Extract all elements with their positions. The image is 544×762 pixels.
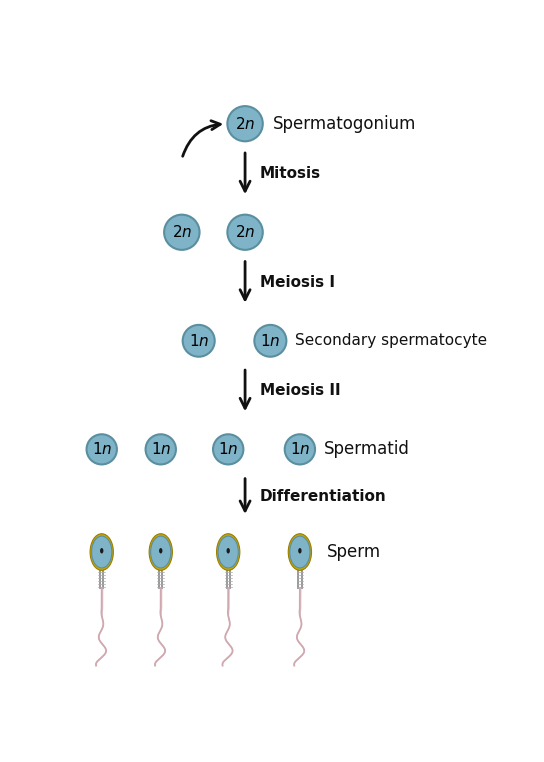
Ellipse shape <box>288 533 312 570</box>
Ellipse shape <box>218 536 238 568</box>
Text: $1n$: $1n$ <box>189 333 209 349</box>
Ellipse shape <box>255 325 286 357</box>
Text: $2n$: $2n$ <box>172 224 192 240</box>
Ellipse shape <box>90 533 113 570</box>
Ellipse shape <box>227 215 263 250</box>
Text: Meiosis II: Meiosis II <box>260 383 341 399</box>
Text: Meiosis I: Meiosis I <box>260 274 335 290</box>
Ellipse shape <box>290 536 310 568</box>
FancyArrowPatch shape <box>183 120 220 156</box>
Text: $1n$: $1n$ <box>218 441 238 457</box>
Ellipse shape <box>217 533 240 570</box>
Ellipse shape <box>183 325 215 357</box>
Ellipse shape <box>151 536 171 568</box>
Text: $2n$: $2n$ <box>235 224 255 240</box>
Ellipse shape <box>149 533 172 570</box>
Ellipse shape <box>227 106 263 141</box>
Ellipse shape <box>285 434 315 464</box>
Ellipse shape <box>298 548 301 553</box>
Text: Spermatid: Spermatid <box>324 440 410 459</box>
Text: Mitosis: Mitosis <box>260 166 321 181</box>
Ellipse shape <box>91 536 112 568</box>
Text: $1n$: $1n$ <box>151 441 171 457</box>
Ellipse shape <box>100 548 103 553</box>
Ellipse shape <box>86 434 117 464</box>
Text: Spermatogonium: Spermatogonium <box>273 115 417 133</box>
Text: $2n$: $2n$ <box>235 116 255 132</box>
Text: $1n$: $1n$ <box>260 333 281 349</box>
Text: Sperm: Sperm <box>327 543 381 561</box>
Ellipse shape <box>159 548 163 553</box>
Text: Differentiation: Differentiation <box>260 488 387 504</box>
Text: $1n$: $1n$ <box>290 441 310 457</box>
Ellipse shape <box>164 215 200 250</box>
Ellipse shape <box>146 434 176 464</box>
Text: $1n$: $1n$ <box>91 441 112 457</box>
Ellipse shape <box>226 548 230 553</box>
Ellipse shape <box>213 434 243 464</box>
Text: Secondary spermatocyte: Secondary spermatocyte <box>295 333 487 348</box>
